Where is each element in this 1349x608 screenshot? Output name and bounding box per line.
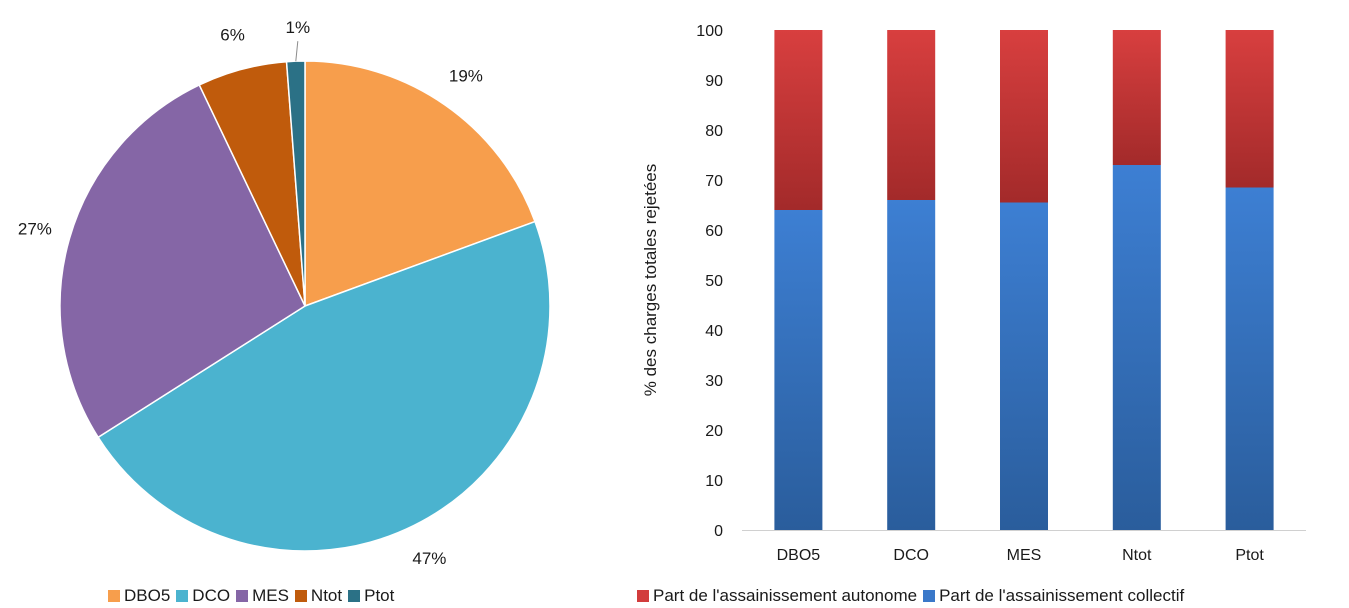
pie-data-label-ptot: 1%: [286, 18, 311, 37]
y-tick-label: 0: [714, 523, 723, 540]
pie-legend-label: Ptot: [364, 586, 395, 605]
bar-ptot-part-de-l-assainissement-autonome: [1225, 30, 1274, 188]
pie-leader-line-ptot: [295, 41, 299, 62]
bar-dbo5-part-de-l-assainissement-collectif: [774, 210, 823, 530]
pie-legend-item-mes: MES: [236, 586, 289, 606]
y-tick-label: 100: [696, 23, 723, 40]
x-tick-label-ntot: Ntot: [1122, 547, 1152, 564]
y-tick-label: 90: [705, 73, 723, 90]
bar-mes-part-de-l-assainissement-collectif: [1000, 202, 1048, 530]
bar-ntot-part-de-l-assainissement-autonome: [1112, 30, 1161, 165]
y-tick-label: 20: [705, 423, 723, 440]
y-tick-label: 40: [705, 323, 723, 340]
pie-legend-label: MES: [252, 586, 289, 605]
pie-legend-item-ntot: Ntot: [294, 586, 343, 606]
bar-legend-item-part-de-l-assainissement-autonome: Part de l'assainissement autonome: [637, 586, 917, 606]
bar-legend-label: Part de l'assainissement autonome: [653, 586, 918, 605]
pie-legend-label: DCO: [192, 586, 231, 605]
bar-legend-swatch: [637, 590, 649, 602]
pie-legend: DBO5 DCO MES Ntot Ptot: [108, 586, 400, 606]
pie-data-label-dco: 47%: [412, 549, 446, 568]
y-tick-label: 80: [705, 123, 723, 140]
x-tick-label-ptot: Ptot: [1235, 547, 1264, 564]
y-tick-label: 70: [705, 173, 723, 190]
y-axis-title: % des charges totales rejetées: [641, 164, 660, 396]
pie-slice-dco: [97, 220, 551, 552]
bar-ntot-part-de-l-assainissement-collectif: [1112, 165, 1161, 530]
pie-legend-swatch: [348, 590, 361, 602]
bar-legend-item-part-de-l-assainissement-collectif: Part de l'assainissement collectif: [923, 586, 1184, 606]
bar-legend: Part de l'assainissement autonome Part de…: [637, 586, 1190, 606]
pie-data-label-dbo5: 19%: [449, 67, 483, 86]
bar-dco-part-de-l-assainissement-autonome: [887, 30, 936, 200]
x-tick-label-mes: MES: [1007, 547, 1042, 564]
y-tick-label: 50: [705, 273, 723, 290]
pie-legend-swatch: [294, 590, 307, 602]
bar-ptot-part-de-l-assainissement-collectif: [1225, 187, 1274, 530]
bar-mes-part-de-l-assainissement-autonome: [1000, 30, 1048, 203]
pie-chart: 19% 47% 27% 6% 1%: [18, 18, 551, 568]
stacked-bar-chart: 0 10 20 30 40 50 60 70 80 90 100 DBO5 DCO MES Ntot Ptot…: [641, 23, 1306, 564]
bar-dbo5-part-de-l-assainissement-autonome: [774, 30, 823, 210]
pie-data-label-mes: 27%: [18, 220, 52, 239]
y-tick-label: 10: [705, 473, 723, 490]
pie-legend-item-ptot: Ptot: [348, 586, 394, 606]
pie-slice-dbo5: [304, 60, 536, 308]
y-tick-label: 60: [705, 223, 723, 240]
bar-legend-label: Part de l'assainissement collectif: [939, 586, 1185, 605]
pie-legend-swatch: [236, 590, 249, 602]
pie-slice-mes: [59, 83, 306, 439]
bar-dco-part-de-l-assainissement-collectif: [887, 200, 936, 530]
pie-legend-swatch: [176, 590, 189, 602]
x-tick-label-dbo5: DBO5: [777, 547, 821, 564]
pie-data-label-ntot: 6%: [220, 26, 245, 45]
pie-legend-swatch: [108, 590, 120, 602]
pie-legend-label: Ntot: [310, 586, 343, 605]
pie-legend-label: DBO5: [124, 586, 171, 605]
x-tick-label-dco: DCO: [893, 547, 929, 564]
pie-legend-item-dco: DCO: [176, 586, 230, 606]
pie-legend-item-dbo5: DBO5: [108, 586, 170, 606]
bar-legend-swatch: [923, 590, 936, 602]
y-tick-label: 30: [705, 373, 723, 390]
